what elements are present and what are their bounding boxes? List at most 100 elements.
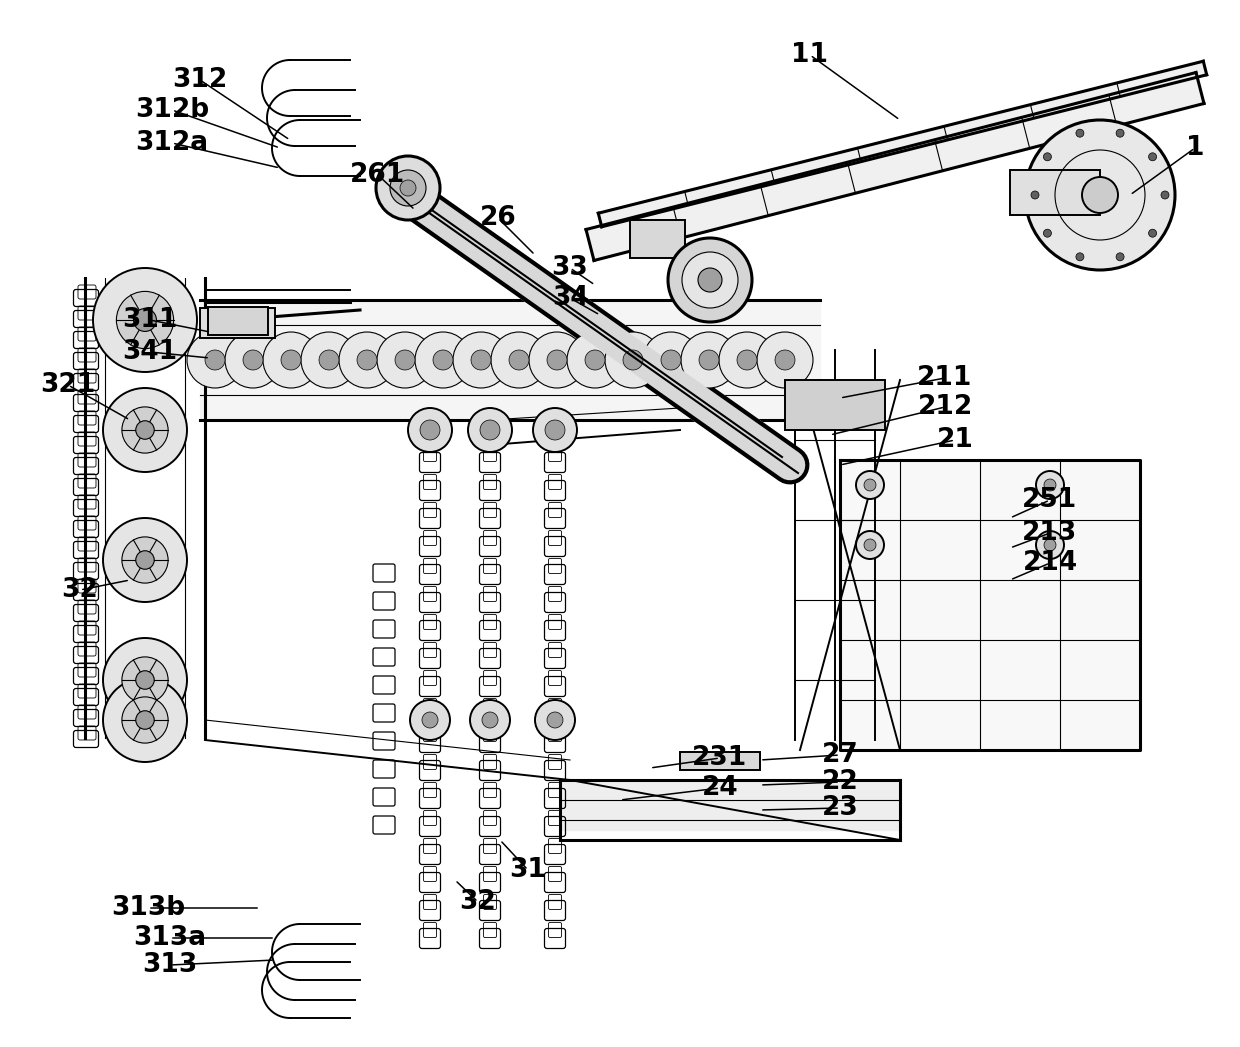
Circle shape bbox=[420, 420, 440, 440]
Circle shape bbox=[1025, 120, 1176, 270]
Text: 31: 31 bbox=[510, 857, 547, 883]
Text: 321: 321 bbox=[41, 372, 95, 398]
Circle shape bbox=[263, 332, 319, 388]
Circle shape bbox=[281, 350, 301, 370]
Circle shape bbox=[453, 332, 508, 388]
Circle shape bbox=[410, 700, 450, 740]
Bar bbox=[680, 752, 760, 770]
Circle shape bbox=[567, 332, 622, 388]
Circle shape bbox=[605, 332, 661, 388]
Circle shape bbox=[864, 539, 875, 551]
Circle shape bbox=[122, 407, 169, 453]
Circle shape bbox=[135, 421, 154, 440]
Polygon shape bbox=[598, 61, 1207, 227]
Circle shape bbox=[122, 656, 169, 704]
Circle shape bbox=[1116, 129, 1125, 137]
Text: 211: 211 bbox=[918, 365, 972, 391]
Circle shape bbox=[622, 350, 644, 370]
Bar bbox=[200, 308, 275, 338]
Text: 261: 261 bbox=[351, 162, 405, 188]
Circle shape bbox=[533, 408, 577, 452]
Circle shape bbox=[301, 332, 357, 388]
Circle shape bbox=[529, 332, 585, 388]
Circle shape bbox=[737, 350, 756, 370]
Circle shape bbox=[103, 678, 187, 762]
Circle shape bbox=[103, 638, 187, 722]
Text: 32: 32 bbox=[62, 577, 98, 603]
Circle shape bbox=[135, 551, 154, 570]
Text: 33: 33 bbox=[552, 255, 588, 281]
Circle shape bbox=[470, 700, 510, 740]
Circle shape bbox=[585, 350, 605, 370]
Circle shape bbox=[103, 518, 187, 602]
Circle shape bbox=[1035, 471, 1064, 499]
Circle shape bbox=[122, 537, 169, 583]
Text: 311: 311 bbox=[123, 307, 177, 333]
Text: 313b: 313b bbox=[110, 895, 185, 921]
Text: 34: 34 bbox=[552, 285, 588, 311]
Circle shape bbox=[644, 332, 699, 388]
Circle shape bbox=[480, 420, 500, 440]
Circle shape bbox=[1148, 229, 1157, 238]
Circle shape bbox=[377, 332, 433, 388]
Circle shape bbox=[357, 350, 377, 370]
Circle shape bbox=[547, 350, 567, 370]
Circle shape bbox=[864, 478, 875, 491]
Circle shape bbox=[415, 332, 471, 388]
Circle shape bbox=[422, 712, 438, 728]
Text: 214: 214 bbox=[1023, 550, 1078, 576]
Polygon shape bbox=[200, 300, 820, 420]
Circle shape bbox=[756, 332, 813, 388]
Circle shape bbox=[224, 332, 281, 388]
Circle shape bbox=[1043, 229, 1052, 238]
Polygon shape bbox=[587, 72, 1204, 261]
Text: 24: 24 bbox=[702, 775, 738, 801]
Bar bbox=[208, 307, 268, 335]
Circle shape bbox=[856, 531, 884, 559]
Circle shape bbox=[467, 408, 512, 452]
Circle shape bbox=[401, 180, 415, 196]
Circle shape bbox=[482, 712, 498, 728]
Circle shape bbox=[682, 252, 738, 308]
Circle shape bbox=[1076, 129, 1084, 137]
Text: 312b: 312b bbox=[135, 97, 210, 122]
Circle shape bbox=[547, 712, 563, 728]
Text: 1: 1 bbox=[1185, 135, 1204, 161]
Circle shape bbox=[243, 350, 263, 370]
Text: 313a: 313a bbox=[134, 925, 207, 951]
Bar bbox=[630, 220, 684, 258]
Text: 11: 11 bbox=[791, 42, 828, 68]
Circle shape bbox=[205, 350, 224, 370]
Circle shape bbox=[117, 291, 174, 349]
Text: 231: 231 bbox=[692, 745, 748, 771]
Circle shape bbox=[681, 332, 737, 388]
Text: 251: 251 bbox=[1022, 487, 1078, 513]
Circle shape bbox=[1161, 191, 1169, 199]
Text: 312a: 312a bbox=[135, 130, 208, 156]
Text: 212: 212 bbox=[918, 394, 972, 420]
Circle shape bbox=[534, 700, 575, 740]
Circle shape bbox=[135, 711, 154, 730]
Circle shape bbox=[719, 332, 775, 388]
Circle shape bbox=[1044, 539, 1056, 551]
Circle shape bbox=[698, 268, 722, 292]
Circle shape bbox=[122, 697, 169, 743]
Text: 27: 27 bbox=[822, 742, 858, 768]
Circle shape bbox=[376, 156, 440, 220]
Text: 22: 22 bbox=[822, 768, 858, 795]
Text: 32: 32 bbox=[460, 889, 496, 915]
Circle shape bbox=[1030, 191, 1039, 199]
Text: 213: 213 bbox=[1022, 520, 1078, 545]
Polygon shape bbox=[839, 460, 1140, 750]
Circle shape bbox=[408, 408, 453, 452]
Text: 21: 21 bbox=[936, 427, 973, 453]
Circle shape bbox=[1076, 252, 1084, 261]
Circle shape bbox=[1043, 153, 1052, 161]
Circle shape bbox=[103, 388, 187, 472]
Text: 341: 341 bbox=[123, 339, 177, 365]
Circle shape bbox=[661, 350, 681, 370]
Circle shape bbox=[668, 238, 751, 322]
Circle shape bbox=[508, 350, 529, 370]
Text: 312: 312 bbox=[172, 67, 228, 93]
Text: 313: 313 bbox=[143, 952, 197, 978]
